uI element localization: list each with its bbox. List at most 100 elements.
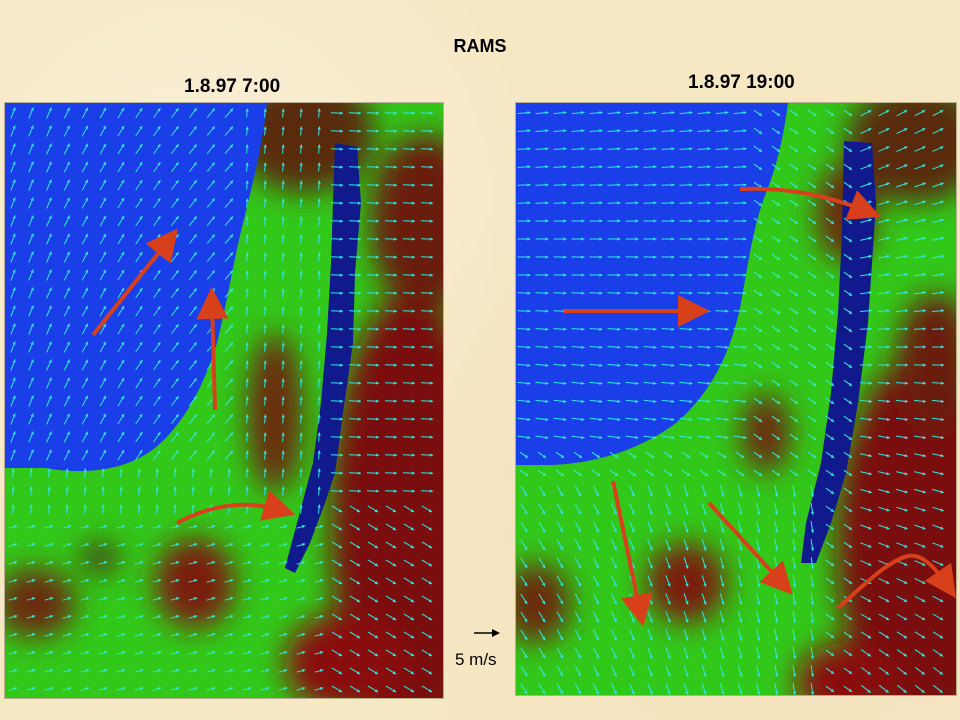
wind-vector-head xyxy=(940,291,944,295)
wind-vector-head xyxy=(867,671,871,675)
wind-vector-head xyxy=(904,508,908,512)
wind-vector-head xyxy=(848,526,853,530)
wind-vector-head xyxy=(357,363,361,367)
wind-vector-head xyxy=(139,597,144,601)
wind-vector-head xyxy=(721,565,725,569)
wind-vector-head xyxy=(560,672,563,677)
wind-vector-head xyxy=(157,432,161,436)
wind-vector-head xyxy=(812,454,817,458)
wind-vector-head xyxy=(685,565,689,569)
wind-vector-head xyxy=(356,509,361,513)
wind-vector-head xyxy=(707,201,711,205)
wind-vector-head xyxy=(848,166,853,170)
wind-vector-head xyxy=(617,111,621,115)
wind-vector-head xyxy=(578,454,583,458)
wind-vector-head xyxy=(613,565,617,569)
wind-vector-head xyxy=(49,525,54,529)
wind-vector-head xyxy=(66,251,70,256)
wind-vector-head xyxy=(886,182,890,186)
wind-vector-head xyxy=(247,561,252,565)
wind-vector-head xyxy=(393,453,397,457)
wind-vector-head xyxy=(193,687,198,691)
wind-vector-head xyxy=(12,179,16,183)
wind-vector-head xyxy=(922,381,926,385)
wind-vector-head xyxy=(868,327,872,331)
wind-vector-head xyxy=(707,291,711,295)
wind-vector-head xyxy=(595,510,599,515)
wind-vector-head xyxy=(848,292,853,296)
wind-vector-head xyxy=(121,615,126,619)
wind-vector-head xyxy=(868,182,872,186)
wind-vector-head xyxy=(689,273,693,277)
wind-vector-head xyxy=(357,399,361,403)
wind-vector-head xyxy=(84,287,88,292)
wind-vector-head xyxy=(922,182,926,186)
wind-vector-head xyxy=(739,529,743,533)
wind-vector-head xyxy=(393,219,397,223)
wind-vector-head xyxy=(685,601,689,605)
wind-vector-head xyxy=(707,363,711,367)
wind-vector-head xyxy=(247,687,252,691)
wind-vector-head xyxy=(667,583,671,587)
wind-vector-head xyxy=(922,544,926,548)
wind-vector-head xyxy=(299,270,303,274)
wind-vector-head xyxy=(139,360,143,364)
wind-vector-head xyxy=(338,509,343,513)
wind-vector-head xyxy=(725,345,729,349)
wind-vector-head xyxy=(66,179,70,184)
scale-arrow-icon xyxy=(474,629,500,637)
wind-vector-head xyxy=(563,183,567,187)
wind-vector-head xyxy=(103,669,108,673)
wind-vector-head xyxy=(631,637,635,641)
wind-vector-head xyxy=(229,378,233,382)
wind-vector-head xyxy=(319,597,324,601)
wind-vector-head xyxy=(867,653,871,657)
wind-vector-field xyxy=(517,109,945,695)
wind-vector-head xyxy=(721,493,725,497)
wind-vector-head xyxy=(739,511,743,515)
wind-vector-head xyxy=(774,619,779,623)
wind-vector-head xyxy=(757,637,761,641)
terrain-shading xyxy=(5,103,443,698)
wind-vector-head xyxy=(338,689,343,693)
wind-vector-head xyxy=(848,184,853,188)
wind-vector-head xyxy=(392,509,397,513)
left-panel-time-label: 1.8.97 7:00 xyxy=(184,76,281,97)
wind-vector-head xyxy=(758,472,763,476)
wind-vector-head xyxy=(30,233,34,237)
wind-vector-head xyxy=(317,504,321,508)
wind-vector-head xyxy=(689,291,693,295)
wind-vector-head xyxy=(428,527,433,531)
wind-vector-head xyxy=(739,673,743,677)
wind-vector-head xyxy=(703,547,707,551)
wind-vector-head xyxy=(48,161,52,165)
wind-vector-head xyxy=(542,546,546,551)
wind-vector-head xyxy=(211,216,215,220)
wind-vector-head xyxy=(193,561,198,565)
wind-vector-head xyxy=(757,673,761,677)
wind-vector-head xyxy=(617,255,621,259)
wind-vector-head xyxy=(689,201,693,205)
wind-vector-head xyxy=(721,511,725,515)
wind-vector-head xyxy=(339,111,343,115)
wind-vector-head xyxy=(524,492,528,497)
wind-vector-head xyxy=(393,147,397,151)
wind-vector-head xyxy=(103,579,108,583)
wind-vector-head xyxy=(103,179,106,184)
wind-vector-head xyxy=(848,652,853,656)
wind-vector-head xyxy=(281,450,285,454)
wind-vector-head xyxy=(175,561,180,565)
wind-vector-head xyxy=(429,183,433,187)
wind-vector-head xyxy=(758,328,763,332)
wind-vector-head xyxy=(812,202,817,206)
wind-vector-head xyxy=(812,238,817,242)
wind-vector-head xyxy=(792,655,797,659)
wind-vector-head xyxy=(338,527,343,531)
wind-vector-head xyxy=(299,324,303,328)
wind-vector-head xyxy=(903,580,908,584)
wind-vector-head xyxy=(868,164,872,168)
wind-vector-head xyxy=(886,146,890,150)
wind-vector-head xyxy=(245,108,249,112)
wind-vector-head xyxy=(939,635,944,639)
wind-vector-head xyxy=(940,218,944,222)
